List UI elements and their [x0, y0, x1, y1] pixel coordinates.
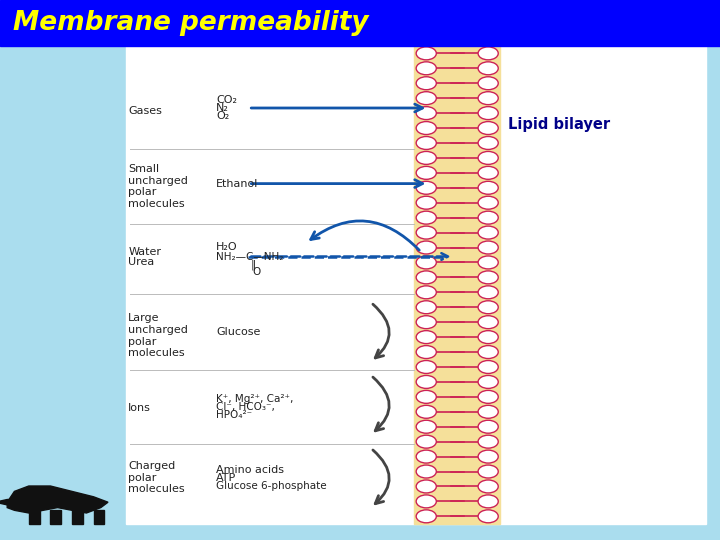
Text: K⁺, Mg²⁺, Ca²⁺,: K⁺, Mg²⁺, Ca²⁺,	[216, 394, 293, 403]
Ellipse shape	[416, 166, 436, 179]
Text: Urea: Urea	[128, 257, 154, 267]
Ellipse shape	[478, 390, 498, 403]
Bar	[0, 0, 720, 46]
Ellipse shape	[416, 122, 436, 134]
Text: O: O	[252, 267, 260, 276]
Ellipse shape	[416, 196, 436, 209]
Ellipse shape	[416, 92, 436, 105]
Bar	[72, 510, 83, 524]
Ellipse shape	[416, 151, 436, 164]
Text: Ethanol: Ethanol	[216, 179, 258, 188]
Ellipse shape	[416, 301, 436, 314]
Text: CO₂: CO₂	[216, 95, 237, 105]
Ellipse shape	[416, 241, 436, 254]
Ellipse shape	[478, 301, 498, 314]
PathPatch shape	[0, 500, 14, 505]
Ellipse shape	[416, 47, 436, 60]
Ellipse shape	[416, 375, 436, 388]
Ellipse shape	[478, 77, 498, 90]
Ellipse shape	[478, 316, 498, 329]
Ellipse shape	[416, 435, 436, 448]
Ellipse shape	[416, 211, 436, 224]
Ellipse shape	[478, 271, 498, 284]
Text: O₂: O₂	[216, 111, 229, 121]
Ellipse shape	[478, 495, 498, 508]
Text: HPO₄²⁻: HPO₄²⁻	[216, 410, 252, 420]
Ellipse shape	[478, 226, 498, 239]
Ellipse shape	[416, 450, 436, 463]
Ellipse shape	[416, 77, 436, 90]
Text: Large
uncharged
polar
molecules: Large uncharged polar molecules	[128, 314, 188, 358]
Ellipse shape	[478, 151, 498, 164]
Ellipse shape	[416, 406, 436, 419]
Ellipse shape	[416, 465, 436, 478]
Text: H₂O: H₂O	[216, 242, 238, 252]
Ellipse shape	[478, 92, 498, 105]
Text: NH₂—C—NH₂: NH₂—C—NH₂	[216, 252, 284, 261]
Ellipse shape	[478, 181, 498, 194]
Text: Ions: Ions	[128, 403, 151, 413]
Ellipse shape	[416, 106, 436, 119]
Bar	[50, 510, 61, 524]
Ellipse shape	[478, 435, 498, 448]
Ellipse shape	[478, 196, 498, 209]
Ellipse shape	[478, 241, 498, 254]
Ellipse shape	[478, 375, 498, 388]
Bar	[126, 46, 706, 524]
Ellipse shape	[478, 465, 498, 478]
Text: Charged
polar
molecules: Charged polar molecules	[128, 461, 185, 495]
Ellipse shape	[478, 406, 498, 419]
Ellipse shape	[478, 420, 498, 433]
Text: Cl⁻, HCO₃⁻,: Cl⁻, HCO₃⁻,	[216, 402, 275, 411]
Ellipse shape	[478, 450, 498, 463]
Ellipse shape	[478, 330, 498, 343]
Ellipse shape	[478, 106, 498, 119]
Ellipse shape	[416, 226, 436, 239]
PathPatch shape	[7, 486, 108, 513]
Text: Gases: Gases	[128, 106, 162, 116]
Ellipse shape	[478, 480, 498, 493]
Text: Glucose 6-phosphate: Glucose 6-phosphate	[216, 481, 327, 491]
Ellipse shape	[478, 286, 498, 299]
Text: N₂: N₂	[216, 103, 229, 113]
Ellipse shape	[478, 510, 498, 523]
Ellipse shape	[478, 137, 498, 150]
Ellipse shape	[416, 361, 436, 374]
Ellipse shape	[416, 420, 436, 433]
Bar	[414, 46, 500, 524]
Ellipse shape	[416, 346, 436, 359]
Ellipse shape	[478, 211, 498, 224]
Ellipse shape	[416, 330, 436, 343]
Text: Amino acids: Amino acids	[216, 465, 284, 475]
Ellipse shape	[416, 181, 436, 194]
Ellipse shape	[478, 166, 498, 179]
Ellipse shape	[416, 271, 436, 284]
Ellipse shape	[416, 62, 436, 75]
Ellipse shape	[416, 286, 436, 299]
Ellipse shape	[416, 480, 436, 493]
Ellipse shape	[416, 495, 436, 508]
Ellipse shape	[478, 256, 498, 269]
Text: ‖: ‖	[251, 259, 256, 270]
Ellipse shape	[478, 361, 498, 374]
Text: Small
uncharged
polar
molecules: Small uncharged polar molecules	[128, 164, 188, 208]
Ellipse shape	[478, 62, 498, 75]
Text: Water: Water	[128, 247, 161, 257]
Ellipse shape	[416, 316, 436, 329]
Ellipse shape	[478, 47, 498, 60]
Ellipse shape	[416, 137, 436, 150]
Ellipse shape	[416, 390, 436, 403]
Ellipse shape	[416, 256, 436, 269]
Bar	[29, 510, 40, 524]
Ellipse shape	[478, 122, 498, 134]
Bar	[94, 510, 104, 524]
Text: Membrane permeability: Membrane permeability	[13, 10, 369, 36]
Ellipse shape	[416, 510, 436, 523]
Text: Glucose: Glucose	[216, 327, 261, 337]
Ellipse shape	[478, 346, 498, 359]
Text: ATP: ATP	[216, 473, 236, 483]
Text: Lipid bilayer: Lipid bilayer	[508, 117, 610, 132]
